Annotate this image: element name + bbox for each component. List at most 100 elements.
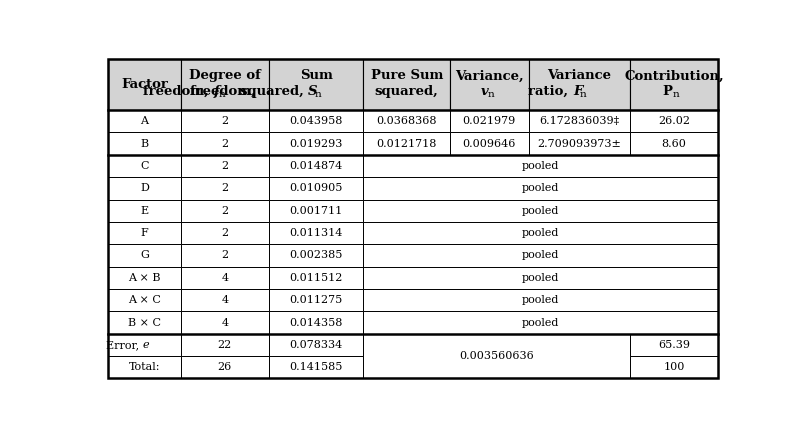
Bar [269, 267, 364, 289]
Text: 0.001711: 0.001711 [289, 206, 343, 216]
Bar [181, 155, 269, 177]
Bar [181, 267, 269, 289]
Text: 0.011275: 0.011275 [289, 295, 343, 305]
Bar [181, 133, 269, 155]
Bar [364, 334, 630, 378]
Bar [364, 155, 718, 177]
Bar [269, 334, 364, 356]
Bar [181, 59, 269, 110]
Text: freedom, ƒₙ: freedom, ƒₙ [183, 85, 266, 98]
Text: 6.172836039‡: 6.172836039‡ [539, 116, 620, 126]
Bar [181, 289, 269, 311]
Text: n: n [488, 90, 495, 99]
Text: 0.0121718: 0.0121718 [376, 139, 437, 149]
Text: 100: 100 [663, 362, 684, 372]
Text: pooled: pooled [522, 228, 559, 238]
Text: B × C: B × C [128, 318, 161, 327]
Text: 0.019293: 0.019293 [289, 139, 343, 149]
Text: 2: 2 [222, 251, 228, 260]
Bar [269, 356, 364, 378]
Text: S: S [308, 85, 318, 98]
Text: Sum: Sum [300, 70, 333, 83]
Text: B: B [140, 139, 148, 149]
Bar [364, 267, 718, 289]
Text: pooled: pooled [522, 295, 559, 305]
Text: Error,: Error, [106, 340, 143, 350]
Text: P: P [663, 85, 673, 98]
Bar [108, 334, 181, 356]
Text: 2: 2 [222, 183, 228, 194]
Bar [108, 59, 181, 110]
Text: 2.709093973±: 2.709093973± [538, 139, 621, 149]
Text: 0.141585: 0.141585 [289, 362, 343, 372]
Text: Degree of: Degree of [189, 70, 260, 83]
Bar [630, 110, 718, 133]
Text: n: n [314, 90, 321, 99]
Text: 0.002385: 0.002385 [289, 251, 343, 260]
Text: 22: 22 [218, 340, 232, 350]
Bar [108, 356, 181, 378]
Text: G: G [140, 251, 149, 260]
Text: n: n [580, 90, 587, 99]
Bar [529, 110, 630, 133]
Text: 2: 2 [222, 116, 228, 126]
Text: 0.043958: 0.043958 [289, 116, 343, 126]
Text: pooled: pooled [522, 318, 559, 327]
Bar [269, 311, 364, 334]
Text: pooled: pooled [522, 183, 559, 194]
Text: 0.014358: 0.014358 [289, 318, 343, 327]
Text: 4: 4 [222, 273, 228, 283]
Text: 0.014874: 0.014874 [289, 161, 343, 171]
Text: 8.60: 8.60 [662, 139, 687, 149]
Bar [108, 133, 181, 155]
Text: f: f [214, 85, 219, 98]
Text: A × B: A × B [128, 273, 161, 283]
Bar [630, 356, 718, 378]
Text: pooled: pooled [522, 206, 559, 216]
Bar [450, 110, 529, 133]
Bar [108, 244, 181, 267]
Bar [108, 177, 181, 200]
Bar [108, 289, 181, 311]
Bar [364, 200, 718, 222]
Bar [364, 59, 450, 110]
Text: freedom,: freedom, [143, 85, 214, 98]
Text: C: C [140, 161, 149, 171]
Bar [630, 334, 718, 356]
Text: Pure Sum: Pure Sum [371, 70, 443, 83]
Text: 0.003560636: 0.003560636 [459, 351, 534, 361]
Text: e: e [143, 340, 149, 350]
Bar [181, 110, 269, 133]
Text: Variance: Variance [547, 70, 611, 83]
Text: 0.021979: 0.021979 [463, 116, 516, 126]
Bar [108, 155, 181, 177]
Bar [364, 133, 450, 155]
Text: A: A [140, 116, 148, 126]
Text: 2: 2 [222, 206, 228, 216]
Bar [181, 311, 269, 334]
Bar [181, 200, 269, 222]
Text: 26.02: 26.02 [658, 116, 690, 126]
Text: n: n [218, 90, 226, 99]
Text: pooled: pooled [522, 251, 559, 260]
Bar [269, 200, 364, 222]
Text: 65.39: 65.39 [658, 340, 690, 350]
Bar [364, 311, 718, 334]
Text: Factor: Factor [121, 78, 168, 91]
Bar [269, 222, 364, 244]
Bar [181, 334, 269, 356]
Bar [364, 222, 718, 244]
Text: 2: 2 [222, 228, 228, 238]
Bar [364, 289, 718, 311]
Text: Contribution,: Contribution, [624, 70, 724, 83]
Bar [108, 222, 181, 244]
Bar [364, 244, 718, 267]
Text: ratio,: ratio, [529, 85, 573, 98]
Text: 0.011314: 0.011314 [289, 228, 343, 238]
Text: squared,: squared, [239, 85, 308, 98]
Bar [108, 267, 181, 289]
Text: 0.010905: 0.010905 [289, 183, 343, 194]
Bar [181, 177, 269, 200]
Bar [108, 110, 181, 133]
Text: 0.0368368: 0.0368368 [376, 116, 437, 126]
